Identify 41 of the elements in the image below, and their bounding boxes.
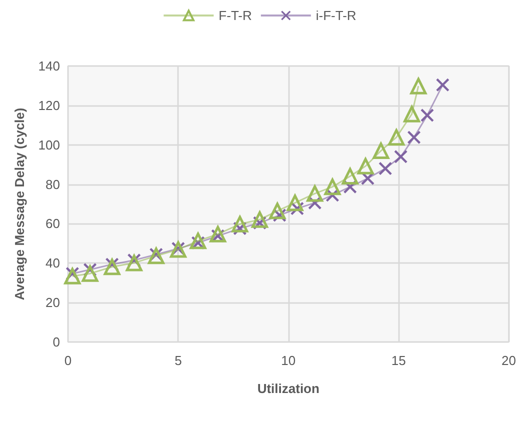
point [210,226,226,242]
point [286,194,304,212]
point [148,248,164,264]
point [410,78,427,94]
point [388,129,405,146]
point [404,106,420,122]
x-tick-label: 20 [502,353,516,368]
point [232,216,248,232]
point [306,185,324,202]
y-axis-title: Average Message Delay (cycle) [12,108,27,300]
point [342,168,358,184]
x-tick-label: 15 [391,353,406,368]
y-tick-label: 100 [38,137,60,152]
point [64,268,81,284]
point [324,178,341,196]
y-tick-label: 140 [38,58,60,74]
y-tick-label: 20 [46,295,60,310]
point [357,158,374,174]
legend-label: i-F-T-R [316,8,356,23]
y-tick-label: 80 [46,176,60,192]
y-tick-label: 40 [46,256,60,271]
point [190,232,206,250]
y-tick-label: 0 [52,334,60,350]
x-axis-title: Utilization [257,381,320,396]
x-tick-label: 10 [281,353,296,368]
legend-label: F-T-R [218,8,252,23]
x-tick-label: 0 [64,353,72,368]
point [82,265,98,282]
point [269,202,286,220]
point [420,108,434,122]
point [408,130,421,144]
point [394,150,408,164]
y-tick-label: 120 [38,98,60,113]
x-tick-label: 5 [174,353,182,368]
point [126,254,142,272]
point [436,78,450,92]
point [378,162,392,176]
point [104,258,120,276]
y-tick-label: 60 [46,216,60,232]
point [251,211,268,228]
point [372,142,390,160]
